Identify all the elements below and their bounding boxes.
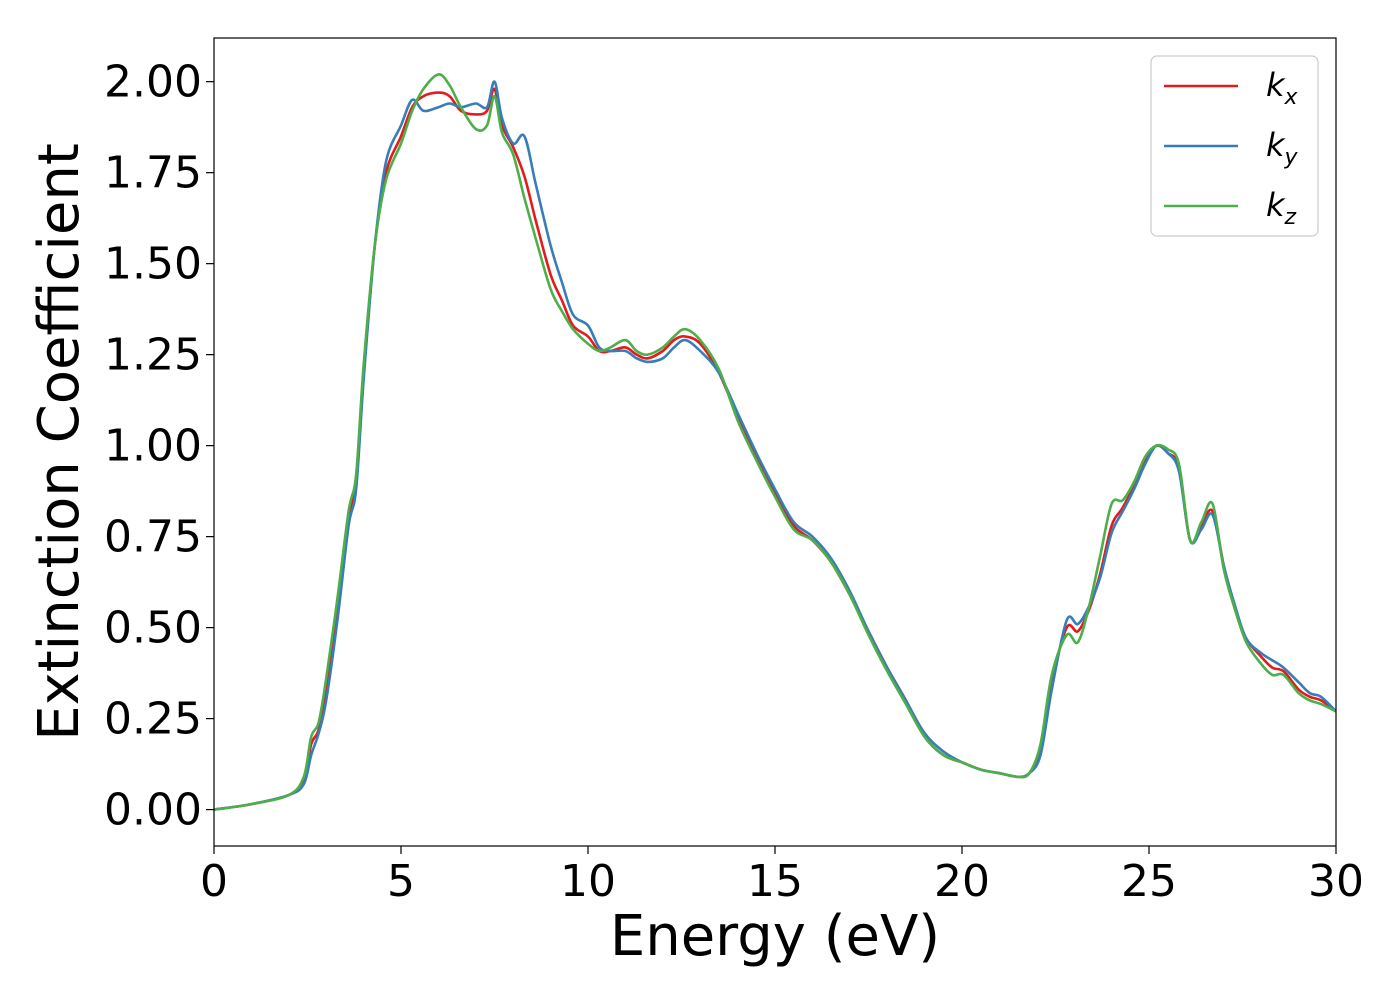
legend-label-x: kx [1266,66,1299,110]
y-tick-label: 0.50 [104,603,202,654]
legend: kx ky kz [1150,55,1319,237]
y-tick-label: 1.25 [104,330,202,381]
y-tick-label: 0.25 [104,694,202,745]
x-tick-label: 25 [1121,856,1177,907]
y-tick-label: 2.00 [104,57,202,108]
series-line-z [214,73,1336,811]
legend-label-z: kz [1266,186,1297,230]
x-tick-label: 5 [387,856,415,907]
x-tick-label: 15 [747,856,803,907]
series-line-y [214,80,1336,811]
series-layer [214,73,1336,811]
x-tick-label: 0 [200,856,228,907]
x-axis-ticks: 0 5 10 15 20 25 30 [200,846,1364,907]
y-tick-label: 1.50 [104,239,202,290]
y-tick-label: 1.00 [104,421,202,472]
y-tick-label: 0.00 [104,785,202,836]
x-tick-label: 10 [560,856,616,907]
x-axis-label: Energy (eV) [610,904,940,969]
y-tick-label: 0.75 [104,512,202,563]
legend-label-y: ky [1266,126,1299,170]
y-axis-label: Extinction Coefficient [27,143,92,741]
x-tick-label: 30 [1308,856,1364,907]
x-tick-label: 20 [934,856,990,907]
y-tick-label: 1.75 [104,148,202,199]
y-axis-ticks: 0.00 0.25 0.50 0.75 1.00 1.25 1.50 1.75 2.00 [104,57,214,836]
